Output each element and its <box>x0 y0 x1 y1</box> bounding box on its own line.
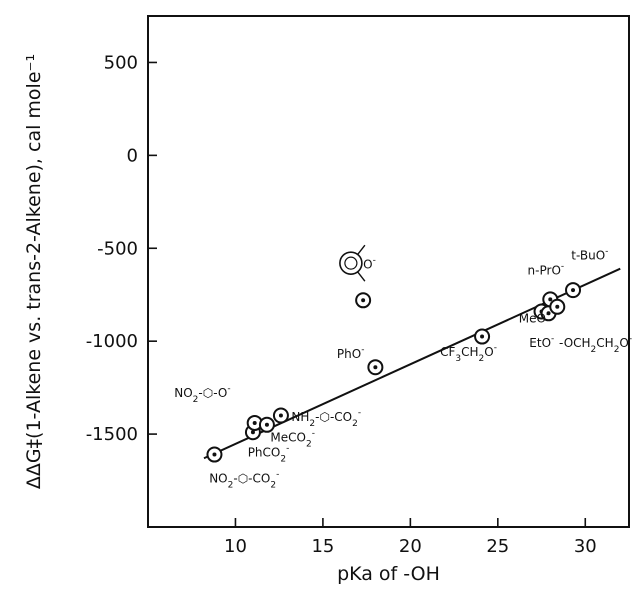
data-point <box>367 359 384 376</box>
point-annotation: CF3CH2O- <box>440 343 497 364</box>
plot-frame <box>147 15 630 528</box>
y-tick-label: 500 <box>104 52 138 73</box>
data-point <box>206 446 223 463</box>
point-annotation: MeO- <box>519 310 549 326</box>
y-tick-label: -1500 <box>86 424 138 445</box>
data-point <box>272 407 289 424</box>
point-annotation: NH2-⬡-CO2- <box>291 408 361 429</box>
point-annotation: n-PrO- <box>528 261 565 277</box>
point-annotation: PhO- <box>337 345 365 361</box>
plot-area: NO2-⬡-O- NO2-⬡-CO2- PhCO2-MeCO2-NH2-⬡-CO2-… <box>174 244 632 490</box>
point-annotation: t-BuO- <box>571 246 608 262</box>
structure-sketch <box>339 244 366 282</box>
x-tick-label: 10 <box>224 536 247 557</box>
point-annotation: PhCO2- <box>248 443 290 464</box>
data-point <box>474 328 491 345</box>
x-axis-title: pKa of -OH <box>337 563 440 585</box>
y-tick-label: -500 <box>97 238 138 259</box>
y-tick-label: 0 <box>127 145 138 166</box>
x-tick-label: 20 <box>399 536 422 557</box>
data-point <box>549 298 566 315</box>
point-annotation: NO2-⬡-CO2- <box>209 469 279 490</box>
x-tick-label: 30 <box>574 536 597 557</box>
data-point <box>565 282 582 299</box>
data-point <box>258 416 275 433</box>
x-tick-label: 25 <box>486 536 509 557</box>
point-annotation: -OCH2CH2O- <box>559 334 632 355</box>
point-annotation: O- <box>363 256 376 272</box>
axes: 10 15 20 25 30 500 0 -500 -1000 -1500 <box>86 15 630 557</box>
data-point <box>355 292 372 309</box>
x-tick-label: 15 <box>311 536 334 557</box>
point-annotation: MeCO2- <box>270 429 315 450</box>
y-tick-label: -1000 <box>86 331 138 352</box>
data-point <box>246 414 263 431</box>
y-axis-title: ΔΔG‡(1-Alkene vs. trans-2-Alkene), cal m… <box>23 54 45 489</box>
point-annotation: NO2-⬡-O- <box>174 384 230 405</box>
point-annotation: EtO- <box>529 334 554 350</box>
